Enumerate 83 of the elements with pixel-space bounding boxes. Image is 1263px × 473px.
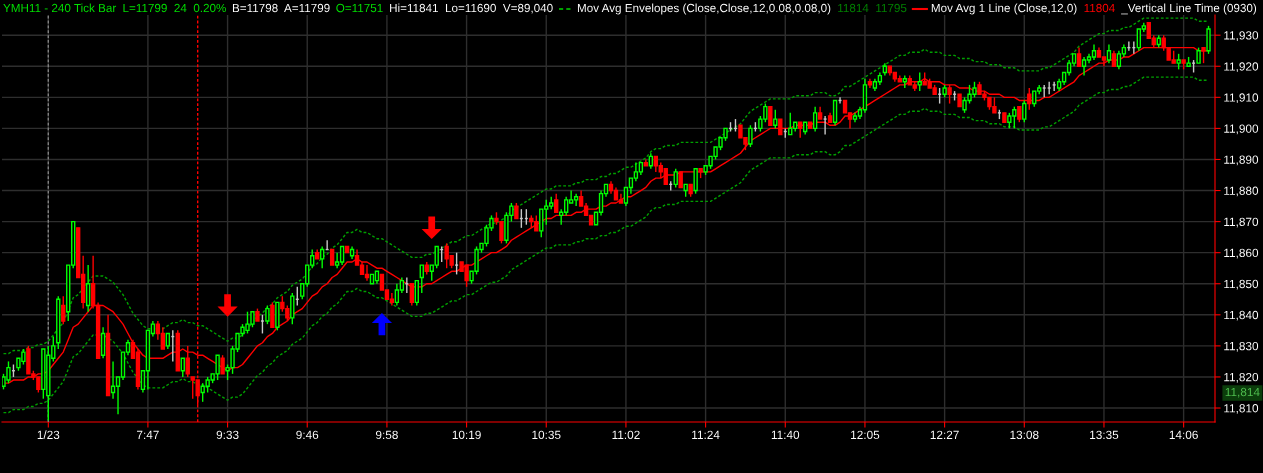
point (421, 216, 442, 240)
y-tick-label: 11,870 (1224, 217, 1259, 228)
text: B=11798 A=11799 (232, 3, 330, 13)
candlestick (270, 301, 275, 328)
candlestick (6, 360, 11, 384)
text: L=11799 24 0.20% (123, 3, 226, 13)
y-tick-label: 11,830 (1224, 341, 1259, 352)
x-tick-label: 13:35 (1090, 430, 1119, 439)
candlestick (768, 105, 773, 126)
candlestick (1081, 56, 1087, 77)
text: 11814 11795 (838, 3, 907, 13)
candlestick (673, 168, 678, 189)
candlestick (1116, 50, 1122, 71)
candlestick (160, 326, 166, 350)
legend-label: Mov Avg Envelopes (Close,Close,12,0.08,0.08,0) (577, 3, 831, 15)
point (371, 312, 393, 336)
candlestick (832, 99, 838, 126)
y-tick-label: 11,880 (1224, 186, 1259, 197)
candlestick (319, 245, 325, 269)
x-tick-label: 9:58 (375, 430, 398, 439)
candlestick (110, 360, 116, 400)
candlestick (1106, 43, 1112, 64)
text: _Vertical Line Time (0930) (1121, 3, 1257, 15)
x-tick-label: 12:05 (851, 430, 880, 439)
x-tick-label: 9:46 (296, 430, 319, 439)
text: Hi=11841 Lo=11690 V=89,040 (390, 3, 553, 14)
candlestick (265, 304, 270, 325)
y-tick-label: 11,910 (1224, 93, 1259, 104)
legend-label: Mov Avg 1 Line (Close,12,0) (931, 3, 1077, 15)
line-series (2, 76, 1210, 414)
candlestick (773, 109, 778, 130)
text: 11,814 (1225, 387, 1260, 398)
candlestick (409, 283, 414, 307)
candlestick (539, 208, 544, 238)
text: O=11751 (336, 3, 383, 13)
candlestick (788, 112, 793, 136)
y-tick-label: 11,850 (1224, 279, 1259, 290)
candlestick (554, 192, 559, 213)
candlestick (394, 283, 400, 307)
x-tick-label: 10:35 (532, 430, 561, 439)
x-tick-label: 13:08 (1010, 430, 1039, 439)
x-tick-label: 10:19 (452, 430, 481, 439)
candlestick (61, 295, 66, 325)
candlestick (1022, 99, 1027, 123)
y-tick-label: 11,810 (1224, 404, 1259, 414)
candlestick (563, 196, 569, 217)
candlestick (947, 84, 952, 105)
y-tick-label: 11,900 (1224, 124, 1259, 135)
candlestick (812, 105, 818, 133)
candlestick (1206, 25, 1211, 55)
candlestick (917, 71, 922, 92)
candlestick (434, 245, 439, 269)
candlestick (220, 354, 225, 375)
candlestick (454, 251, 459, 276)
y-tick-label: 11,820 (1224, 372, 1259, 383)
candlestick (693, 168, 698, 195)
y-tick-label: 11,890 (1224, 155, 1259, 166)
y-tick-label: 11,840 (1224, 310, 1259, 321)
candlestick (1136, 28, 1142, 52)
y-tick-label: 11,930 (1224, 31, 1259, 41)
candlestick (290, 292, 295, 325)
candlestick (100, 326, 106, 360)
y-tick-label: 11,920 (1224, 62, 1259, 73)
x-tick-label: 12:27 (930, 430, 959, 439)
x-tick-label: 11:02 (612, 430, 640, 439)
x-tick-label: 14:06 (1169, 430, 1198, 439)
x-tick-label: 11:24 (692, 430, 720, 439)
x-tick-label: 7:47 (137, 430, 159, 439)
candlestick (339, 245, 345, 266)
candlestick (260, 314, 265, 335)
x-tick-label: 1/23 (37, 430, 60, 439)
candlestick (419, 264, 424, 294)
candlestick (185, 345, 190, 378)
x-tick-label: 11:40 (771, 430, 800, 439)
text: 11804 (1084, 3, 1115, 13)
candlestick (748, 124, 753, 148)
candlestick (85, 264, 91, 313)
point (217, 294, 238, 317)
chart-title: YMH11 - 240 Tick Bar (3, 3, 117, 13)
candlestick (414, 279, 419, 307)
candlestick (1076, 46, 1082, 67)
y-tick-label: 11,860 (1224, 248, 1259, 259)
x-tick-label: 9:33 (216, 430, 239, 439)
